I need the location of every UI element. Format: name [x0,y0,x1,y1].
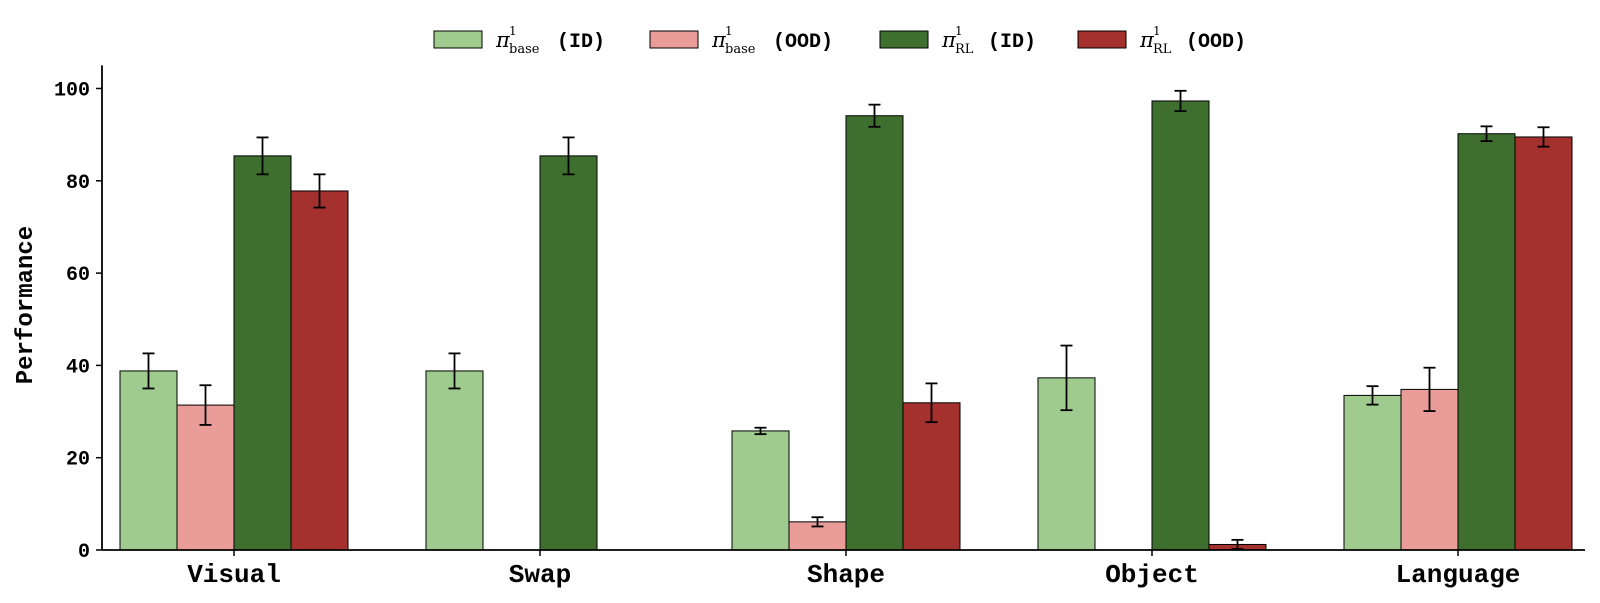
legend-swatch-rl_id [879,30,929,49]
error-bar-rl_ood-visual [313,173,326,209]
error-bar-rl_ood-language [1537,126,1550,148]
bar-rl_id-object [1151,100,1210,551]
y-tick-label-60: 60 [66,264,90,287]
legend-subscript: base [725,42,756,57]
error-bar-base_ood-shape [811,516,824,528]
bar-base_ood-visual [176,404,235,551]
error-bar-rl_id-language [1480,125,1493,143]
legend-tag: (OOD) [1186,31,1246,54]
error-bar-rl_ood-object [1231,538,1244,550]
legend-item-rl_ood: π 1 RL (OOD) [1077,24,1246,57]
legend-subscript: RL [1153,42,1172,57]
error-bar-rl_id-visual [256,136,269,176]
legend-superscript: 1 [955,24,963,38]
legend-swatch-base_id [433,30,483,49]
legend-subscript: RL [955,42,974,57]
legend-item-rl_id: π 1 RL (ID) [879,24,1036,57]
legend-tag: (ID) [557,31,605,54]
error-bar-base_id-shape [754,426,767,436]
error-bar-rl_id-shape [868,103,881,128]
bar-rl_id-visual [233,155,292,551]
error-bar-rl_ood-shape [925,382,938,424]
error-bar-base_ood-language [1423,366,1436,412]
bar-rl_id-language [1457,133,1516,551]
legend-item-base_ood: π 1 base (OOD) [649,24,833,57]
legend-subscript: base [509,42,540,57]
bar-rl_ood-shape [902,402,961,551]
x-tick-label-object: Object [1105,560,1199,590]
legend-swatch-rl_ood [1077,30,1127,49]
bar-base_ood-language [1400,388,1459,551]
y-tick-label-100: 100 [54,80,90,103]
y-axis-label: Performance [13,226,40,384]
y-tick-label-0: 0 [78,541,90,564]
error-bar-rl_id-swap [562,136,575,176]
legend-item-base_id: π 1 base (ID) [433,24,605,57]
y-tick-label-20: 20 [66,449,90,472]
bar-rl_id-swap [539,155,598,551]
x-tick-label-swap: Swap [509,560,571,590]
legend-superscript: 1 [509,24,517,38]
bars-layer [119,100,1573,551]
legend-tag: (ID) [988,31,1036,54]
error-bars-layer [142,89,1550,550]
axes-layer: Visual Swap Shape Object Language 0 20 40 60 80 10… [54,65,1585,590]
x-tick-label-language: Language [1396,560,1521,590]
legend-symbol: π [711,28,727,52]
legend-symbol: π [941,28,957,52]
legend-swatch-base_ood [649,30,699,49]
legend-symbol: π [495,28,511,52]
error-bar-rl_id-object [1174,89,1187,113]
legend-superscript: 1 [725,24,733,38]
bar-base_id-swap [425,370,484,551]
y-tick-label-40: 40 [66,356,90,379]
legend-symbol: π [1139,28,1155,52]
error-bar-base_ood-visual [199,384,212,426]
error-bar-base_id-language [1366,385,1379,406]
legend-tag: (OOD) [773,31,833,54]
error-bar-base_id-object [1060,344,1073,412]
x-tick-label-visual: Visual [187,560,281,590]
y-tick-label-80: 80 [66,172,90,195]
bar-base_id-language [1343,394,1402,551]
legend-superscript: 1 [1153,24,1161,38]
bar-base_id-visual [119,370,178,551]
error-bar-base_id-swap [448,352,461,390]
bar-rl_id-shape [845,115,904,551]
x-tick-label-shape: Shape [807,560,885,590]
bar-rl_ood-visual [290,190,349,551]
bar-rl_ood-language [1514,136,1573,551]
error-bar-base_id-visual [142,352,155,390]
bar-base_id-shape [731,430,790,551]
